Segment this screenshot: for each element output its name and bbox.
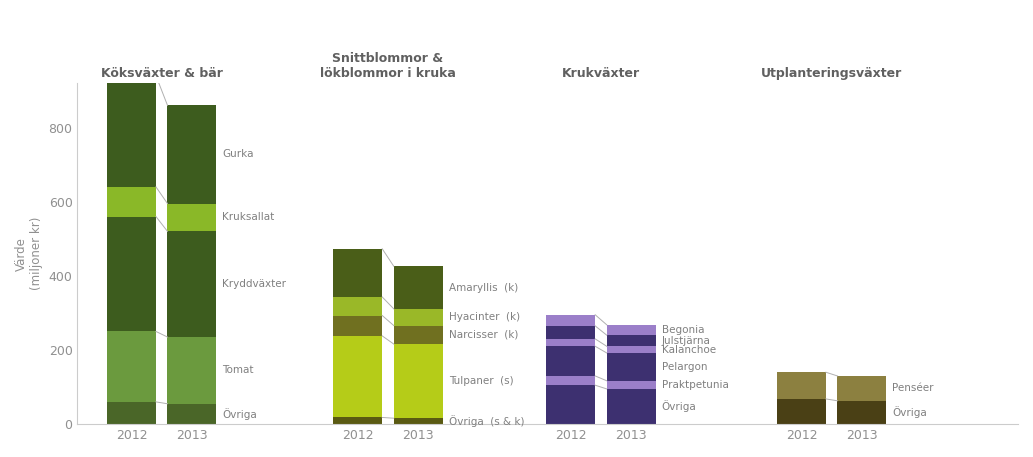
Text: Penséer: Penséer — [893, 383, 934, 393]
Bar — [546, 376, 595, 385]
Text: Begonia: Begonia — [662, 325, 705, 335]
Text: Kalanchoe: Kalanchoe — [662, 345, 716, 355]
Text: Tulpaner  (s): Tulpaner (s) — [448, 376, 513, 386]
Bar — [167, 105, 216, 203]
Bar — [334, 297, 382, 315]
Bar — [394, 266, 442, 309]
Bar — [394, 418, 442, 424]
Bar — [334, 336, 382, 417]
Bar — [334, 315, 382, 336]
Bar — [334, 417, 382, 424]
Bar — [167, 203, 216, 231]
Bar — [606, 389, 656, 424]
Text: Övriga: Övriga — [893, 407, 928, 419]
Bar — [777, 372, 826, 399]
Text: Pelargon: Pelargon — [662, 362, 708, 372]
Bar — [107, 217, 156, 331]
Text: Amaryllis  (k): Amaryllis (k) — [448, 282, 518, 292]
Bar — [167, 404, 216, 424]
Bar — [838, 401, 886, 424]
Bar — [777, 399, 826, 424]
Text: Tomat: Tomat — [222, 366, 254, 375]
Bar — [394, 344, 442, 418]
Text: Kryddväxter: Kryddväxter — [222, 279, 286, 289]
Bar — [394, 309, 442, 325]
Bar — [167, 337, 216, 404]
Y-axis label: Värde
(miljoner kr): Värde (miljoner kr) — [15, 217, 43, 290]
Bar — [546, 385, 595, 424]
Bar — [107, 76, 156, 187]
Bar — [107, 402, 156, 424]
Bar — [606, 335, 656, 346]
Text: Hyacinter  (k): Hyacinter (k) — [448, 312, 520, 322]
Text: Praktpetunia: Praktpetunia — [662, 380, 728, 390]
Bar — [606, 381, 656, 389]
Text: Krukväxter: Krukväxter — [562, 67, 640, 80]
Bar — [546, 315, 595, 326]
Text: Gurka: Gurka — [222, 149, 254, 159]
Text: Övriga  (s & k): Övriga (s & k) — [448, 415, 525, 427]
Bar — [167, 231, 216, 337]
Bar — [394, 325, 442, 344]
Text: Övriga: Övriga — [662, 401, 696, 413]
Bar — [107, 187, 156, 217]
Bar — [107, 331, 156, 402]
Bar — [838, 376, 886, 401]
Bar — [606, 325, 656, 335]
Bar — [546, 346, 595, 376]
Text: Köksväxter & bär: Köksväxter & bär — [101, 67, 223, 80]
Text: Julstjärna: Julstjärna — [662, 336, 711, 346]
Text: Narcisser  (k): Narcisser (k) — [448, 330, 519, 340]
Text: Snittblommor &
lökblommor i kruka: Snittblommor & lökblommor i kruka — [320, 52, 456, 80]
Bar — [606, 346, 656, 353]
Bar — [546, 326, 595, 339]
Text: Utplanteringsväxter: Utplanteringsväxter — [761, 67, 902, 80]
Bar — [334, 249, 382, 297]
Bar — [546, 339, 595, 346]
Text: Övriga: Övriga — [222, 408, 257, 420]
Bar — [606, 353, 656, 381]
Text: Kruksallat: Kruksallat — [222, 213, 275, 223]
